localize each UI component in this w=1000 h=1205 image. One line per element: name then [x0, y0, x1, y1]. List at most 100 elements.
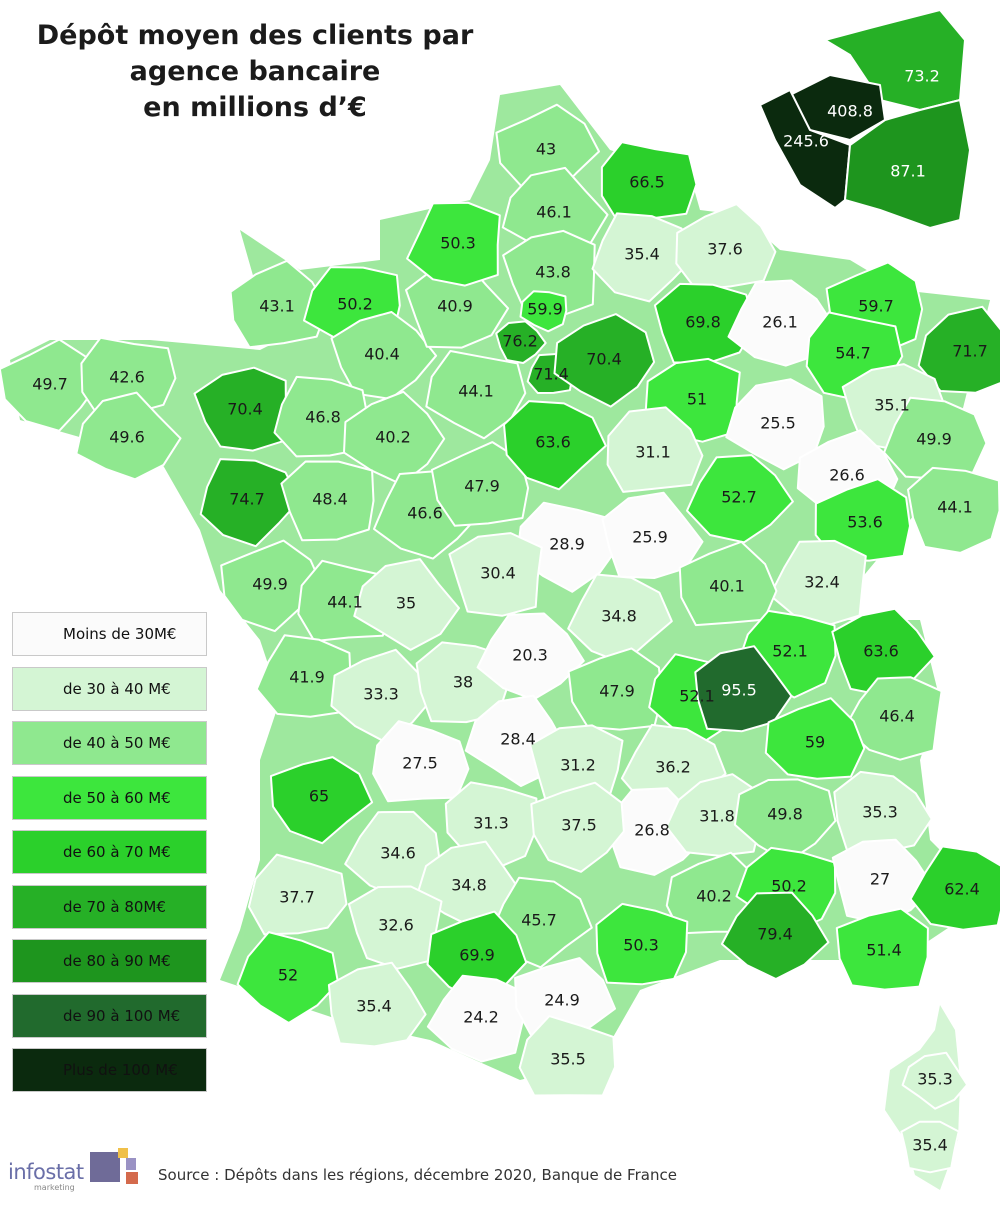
department-23 — [495, 320, 547, 364]
department-value-label: 24.9 — [544, 991, 580, 1010]
department-value-label: 20.3 — [512, 646, 548, 665]
department-70 — [833, 770, 933, 854]
department-86 — [327, 961, 427, 1048]
department-9 — [343, 390, 446, 486]
department-value-label: 31.3 — [473, 814, 509, 833]
department-value-label: 40.9 — [437, 297, 473, 316]
department-20 — [591, 212, 696, 303]
department-85 — [236, 931, 340, 1024]
department-58 — [694, 645, 793, 733]
department-33 — [606, 406, 704, 493]
department-61 — [372, 720, 470, 803]
department-value-label: 32.6 — [378, 916, 414, 935]
title-line-1: Dépôt moyen des clients par — [36, 20, 474, 51]
department-value-label: 35.3 — [917, 1070, 953, 1089]
department-7 — [330, 311, 438, 400]
legend-label: de 60 à 70 M€ — [63, 843, 171, 861]
department-value-label: 47.9 — [464, 477, 500, 496]
department-60 — [269, 756, 374, 845]
infostat-logo: infostat marketing — [8, 1148, 148, 1196]
department-value-label: 42.6 — [109, 368, 145, 387]
department-value-label: 62.4 — [944, 880, 980, 899]
department-value-label: 26.6 — [829, 466, 865, 485]
department-value-label: 45.7 — [521, 911, 557, 930]
department-value-label: 35.3 — [862, 803, 898, 822]
department-value-label: 50.3 — [440, 234, 476, 253]
inset-value-label: 408.8 — [827, 102, 873, 121]
department-value-label: 46.4 — [879, 707, 915, 726]
department-value-label: 59.9 — [527, 300, 563, 319]
department-value-label: 70.4 — [227, 400, 263, 419]
department-44 — [220, 539, 325, 633]
department-82 — [595, 902, 689, 986]
department-59 — [843, 676, 943, 761]
legend-label: de 50 à 60 M€ — [63, 788, 171, 807]
department-value-label: 71.7 — [952, 342, 988, 361]
department-value-label: 54.7 — [835, 344, 871, 363]
department-value-label: 36.2 — [655, 758, 691, 777]
department-value-label: 37.5 — [561, 816, 597, 835]
department-72 — [530, 781, 625, 873]
department-value-label: 51.4 — [866, 941, 902, 960]
department-10 — [280, 460, 375, 542]
department-47 — [448, 532, 543, 617]
department-value-label: 79.4 — [757, 925, 793, 944]
legend-label: de 70 à 80M€ — [63, 897, 166, 916]
legend-label: de 90 à 100 M€ — [63, 1006, 181, 1025]
department-30 — [917, 305, 1000, 394]
department-value-label: 40.2 — [696, 887, 732, 906]
department-value-label: 31.1 — [635, 443, 671, 462]
department-38 — [907, 466, 1000, 554]
department-49 — [678, 540, 778, 627]
map-title: Dépôt moyen des clients par agence banca… — [20, 18, 490, 126]
department-13 — [425, 350, 527, 440]
department-value-label: 69.8 — [685, 313, 721, 332]
department-value-label: 35.5 — [550, 1050, 586, 1069]
value-labels-layer: 49.7 42.6 49.6 70.4 74.7 43.1 50.2 40.4 46.8 40.2… — [32, 67, 988, 1155]
department-46 — [353, 558, 460, 651]
department-65 — [764, 697, 866, 780]
department-value-label: 66.5 — [629, 173, 665, 192]
department-value-label: 43 — [536, 140, 556, 159]
department-value-label: 28.9 — [549, 535, 585, 554]
department-value-label: 35.4 — [624, 245, 660, 264]
department-value-label: 27.5 — [402, 754, 438, 773]
department-value-label: 32.4 — [804, 573, 840, 592]
department-value-label: 25.5 — [760, 414, 796, 433]
department-value-label: 46.8 — [305, 408, 341, 427]
department-17 — [600, 141, 698, 224]
department-75 — [347, 885, 443, 970]
department-5 — [229, 259, 329, 349]
department-value-label: 50.2 — [771, 877, 807, 896]
department-value-label: 50.3 — [623, 936, 659, 955]
legend-swatch — [12, 884, 207, 929]
department-value-label: 37.7 — [279, 888, 315, 907]
department-68 — [665, 773, 762, 857]
department-value-label: 30.4 — [480, 564, 516, 583]
department-value-label: 65 — [309, 787, 329, 806]
inset-value-label: 73.2 — [904, 67, 940, 86]
department-value-label: 41.9 — [289, 668, 325, 687]
logo-subtext: marketing — [34, 1183, 75, 1192]
department-value-label: 52.1 — [772, 642, 808, 661]
legend-label: Moins de 30M€ — [63, 625, 177, 643]
title-line-3: en millions d’€ — [143, 92, 367, 123]
department-value-label: 40.2 — [375, 428, 411, 447]
department-value-label: 63.6 — [535, 433, 571, 452]
inset-value-label: 87.1 — [890, 162, 926, 181]
department-value-label: 25.9 — [632, 528, 668, 547]
department-43 — [769, 539, 867, 627]
department-39 — [686, 454, 794, 544]
department-value-label: 53.6 — [847, 513, 883, 532]
logo-square-icon — [118, 1148, 128, 1158]
department-value-label: 33.3 — [363, 685, 399, 704]
department-value-label: 49.9 — [252, 575, 288, 594]
department-89 — [518, 1015, 617, 1097]
department-26 — [653, 282, 757, 364]
legend-label: Plus de 100 M€ — [63, 1061, 178, 1079]
department-value-label: 43.8 — [535, 263, 571, 282]
legend-label: de 30 à 40 M€ — [63, 679, 171, 698]
paris-inset — [759, 9, 971, 229]
department-value-label: 35.1 — [874, 396, 910, 415]
